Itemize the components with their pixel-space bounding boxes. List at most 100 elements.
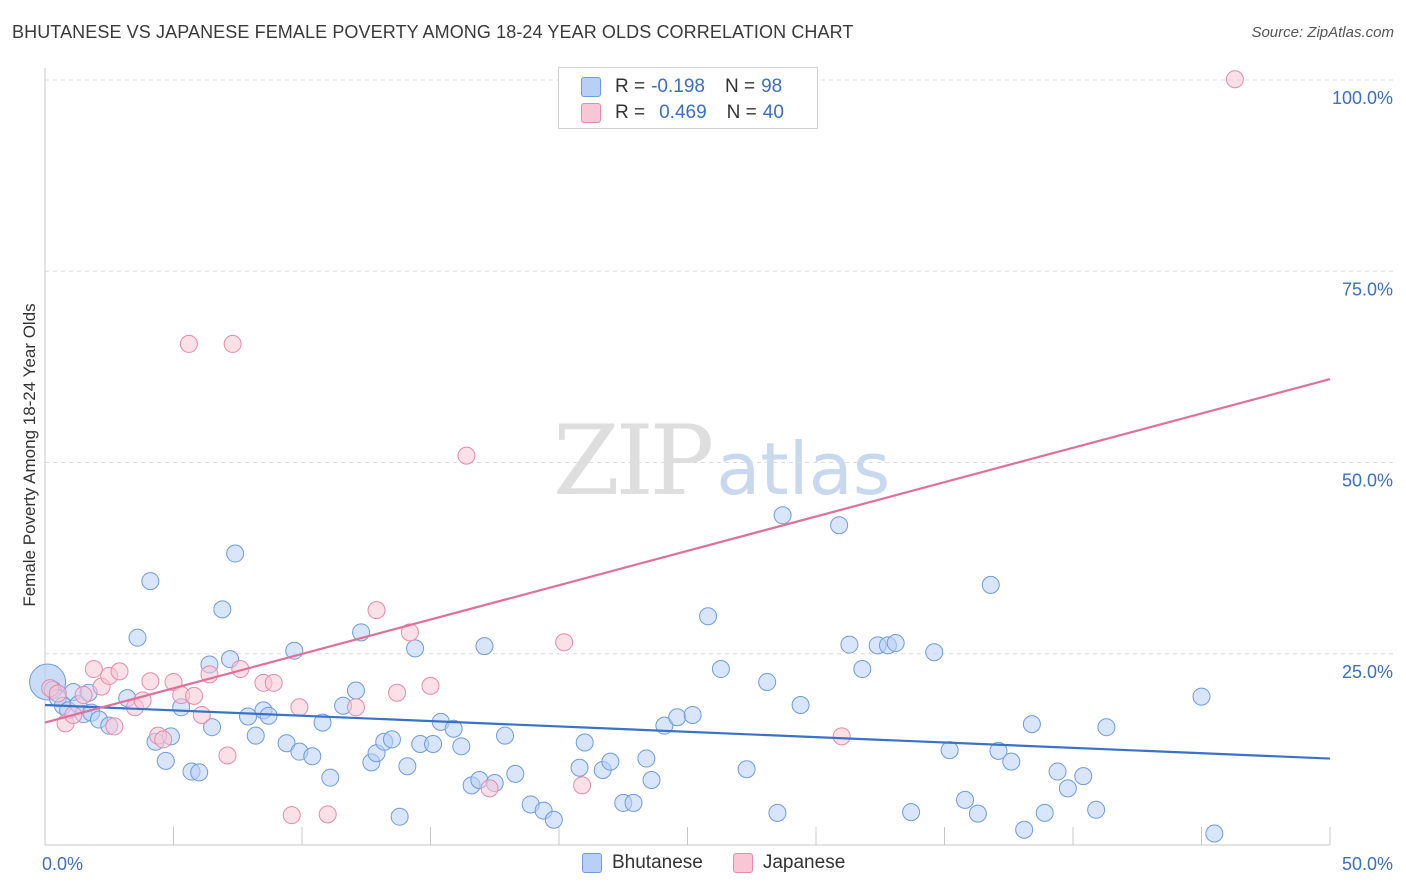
japanese-point: [290, 698, 309, 717]
bhutanese-point: [989, 741, 1008, 760]
bhutanese-point: [506, 764, 525, 783]
japanese-point: [421, 676, 440, 695]
series-legend: Bhutanese Japanese: [582, 852, 875, 874]
japanese-point: [457, 446, 476, 465]
bhutanese-point: [1087, 800, 1106, 819]
bhutanese-point: [699, 607, 718, 626]
bhutanese-point: [637, 749, 656, 768]
bhutanese-point: [156, 751, 175, 770]
legend-label-bhutanese: Bhutanese: [612, 852, 703, 873]
japanese-point: [185, 686, 204, 705]
bhutanese-point: [141, 572, 160, 591]
japanese-point: [388, 683, 407, 702]
bhutanese-point: [452, 737, 471, 756]
japanese-point: [1225, 70, 1244, 89]
japanese-swatch: [581, 103, 601, 123]
bhutanese-point: [313, 713, 332, 732]
japanese-point: [555, 633, 574, 652]
bhutanese-point: [128, 628, 147, 647]
japanese-trend-line: [44, 378, 1331, 724]
watermark-zip: ZIP: [553, 405, 714, 517]
japanese-point: [573, 776, 592, 795]
bhutanese-point: [853, 660, 872, 679]
watermark-atlas: atlas: [716, 427, 891, 511]
japanese-point: [110, 662, 129, 681]
bhutanese-trend-line: [44, 703, 1331, 760]
stats-legend: R = -0.198 N = 98 R = 0.469 N = 40: [558, 67, 818, 129]
japanese-point: [832, 727, 851, 746]
japanese-point: [141, 672, 160, 691]
japanese-point: [84, 660, 103, 679]
bhutanese-point: [213, 600, 232, 619]
bhutanese-point: [601, 752, 620, 771]
n-label: N =: [726, 102, 757, 123]
japanese-point: [105, 717, 124, 736]
bhutanese-point: [668, 708, 687, 727]
bhutanese-point: [1002, 752, 1021, 771]
japanese-point: [218, 746, 237, 765]
bhutanese-point: [1097, 718, 1116, 737]
n-value: 98: [761, 76, 783, 97]
r-label: R =: [615, 102, 646, 123]
x-tick-label: 0.0%: [42, 854, 83, 874]
bhutanese-point: [840, 635, 859, 654]
bhutanese-swatch: [582, 853, 602, 873]
y-axis-label: Female Poverty Among 18-24 Year Olds: [20, 303, 39, 607]
r-value: -0.198: [651, 76, 705, 97]
japanese-point: [282, 806, 301, 825]
bhutanese-point: [624, 793, 643, 812]
bhutanese-point: [830, 516, 849, 535]
bhutanese-point: [886, 634, 905, 653]
japanese-point: [48, 684, 67, 703]
bhutanese-point: [321, 768, 340, 787]
bhutanese-point: [544, 810, 563, 829]
bhutanese-point: [1192, 687, 1211, 706]
bhutanese-point: [406, 639, 425, 658]
japanese-point: [154, 730, 173, 749]
bhutanese-point: [773, 506, 792, 525]
bhutanese-point: [475, 637, 494, 656]
bhutanese-point: [711, 660, 730, 679]
bhutanese-point: [303, 747, 322, 766]
bhutanese-point: [1022, 715, 1041, 734]
bhutanese-point: [398, 757, 417, 776]
bhutanese-point: [642, 770, 661, 789]
bhutanese-point: [346, 681, 365, 700]
bhutanese-point: [203, 718, 222, 737]
bhutanese-point: [1205, 824, 1224, 843]
bhutanese-point: [1015, 820, 1034, 839]
bhutanese-swatch: [581, 77, 601, 97]
y-tick-label: 75.0%: [1342, 279, 1393, 299]
legend-label-japanese: Japanese: [762, 852, 846, 873]
bhutanese-point: [768, 803, 787, 822]
r-label: R =: [615, 76, 646, 97]
japanese-swatch: [732, 853, 753, 873]
japanese-point: [318, 805, 337, 824]
japanese-point: [400, 623, 419, 642]
japanese-point: [192, 705, 211, 724]
bhutanese-point: [239, 707, 258, 726]
n-value: 40: [762, 102, 784, 123]
japanese-point: [367, 601, 386, 620]
bhutanese-point: [382, 730, 401, 749]
japanese-point: [480, 779, 499, 798]
bhutanese-point: [1048, 762, 1067, 781]
x-tick-label: 50.0%: [1342, 854, 1393, 874]
legend-item-bhutanese: Bhutanese: [582, 852, 703, 874]
chart-title: BHUTANESE VS JAPANESE FEMALE POVERTY AMO…: [12, 22, 854, 42]
bhutanese-point: [1035, 803, 1054, 822]
japanese-point: [264, 673, 283, 692]
bhutanese-point: [277, 734, 296, 753]
bhutanese-point: [575, 733, 594, 752]
bhutanese-point: [246, 726, 265, 745]
bhutanese-point: [259, 706, 278, 725]
bhutanese-point: [737, 760, 756, 779]
japanese-point: [74, 686, 93, 705]
bhutanese-point: [444, 719, 463, 738]
y-tick-label: 50.0%: [1342, 471, 1393, 491]
bhutanese-point: [1074, 767, 1093, 786]
bhutanese-point: [758, 673, 777, 692]
r-value: 0.469: [659, 102, 707, 123]
bhutanese-point: [902, 803, 921, 822]
